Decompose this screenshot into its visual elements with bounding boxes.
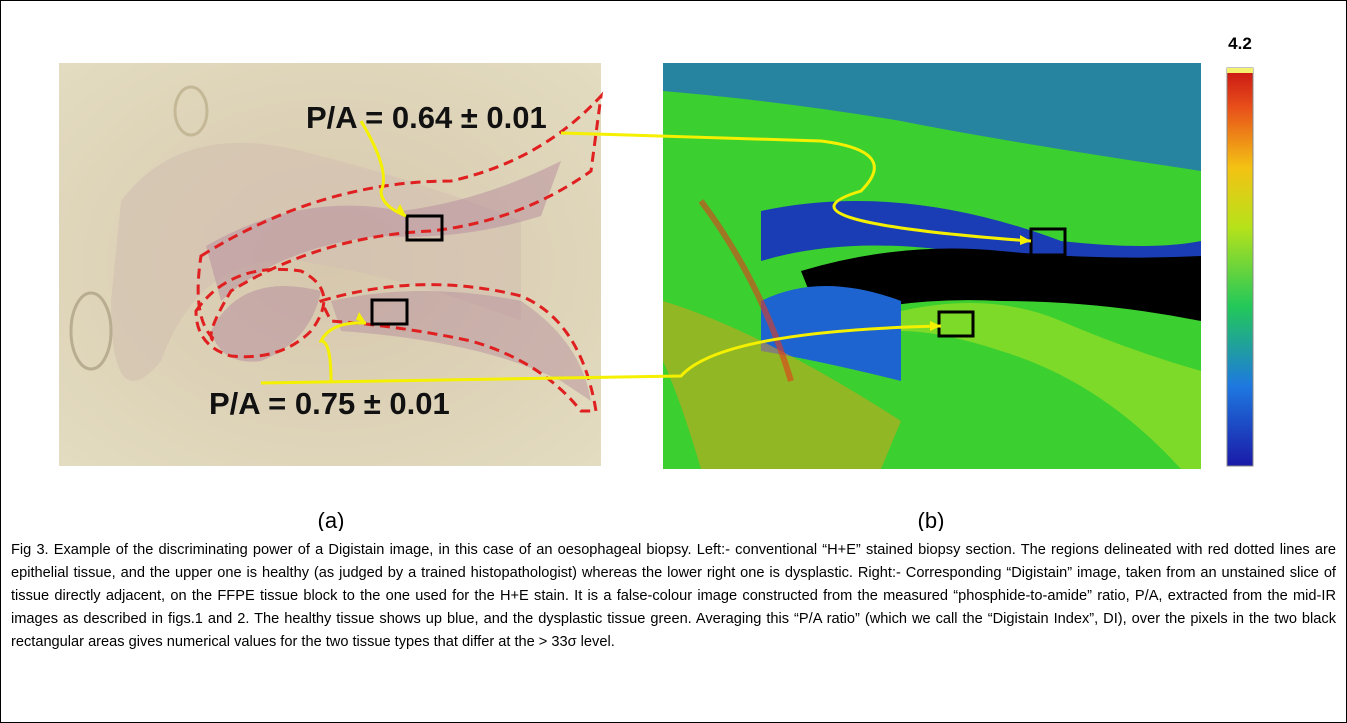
arrowheads [356,204,1031,331]
caption: Fig 3. Example of the discriminating pow… [11,542,1336,650]
colorbar [1226,67,1254,467]
colorbar-max: 4.2 [1228,34,1252,53]
digistain-image [663,63,1201,469]
he-image [59,63,604,466]
arrows [260,120,1032,385]
label-top: P/A = 0.64 ± 0.01 [306,100,547,135]
panel-b-label: (b) [918,508,945,531]
colorbar-top [1227,68,1253,73]
figure-graphics: P/A = 0.64 ± 0.01 P/A = 0.75 ± 0.01 4.2 … [59,34,1254,531]
label-bottom: P/A = 0.75 ± 0.01 [209,386,450,421]
panel-a-label: (a) [318,508,345,531]
